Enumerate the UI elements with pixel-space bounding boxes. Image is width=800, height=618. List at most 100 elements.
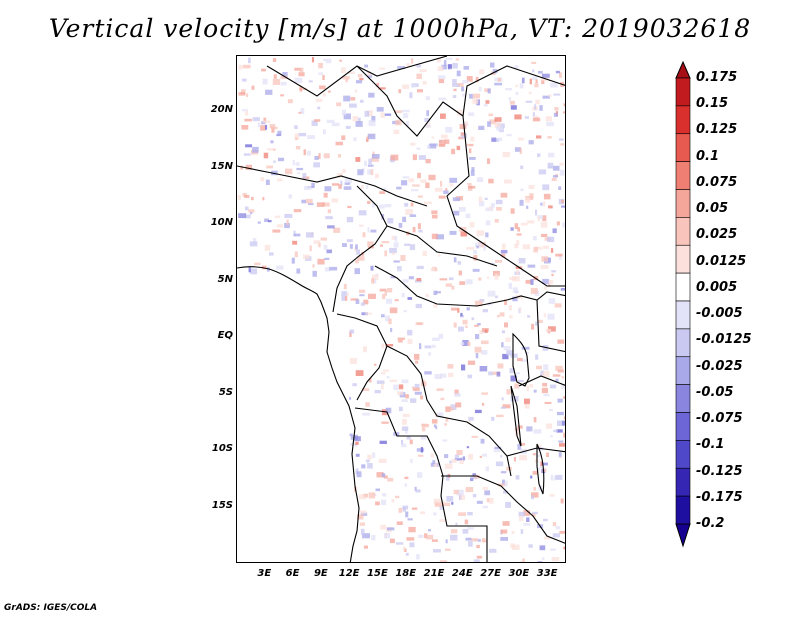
field-cell [445, 406, 451, 412]
field-cell [440, 113, 446, 119]
field-cell [496, 414, 504, 418]
field-cell [402, 176, 410, 179]
field-cell [317, 258, 325, 265]
field-cell [397, 66, 406, 69]
field-cell [416, 89, 423, 93]
colorbar-segment [675, 384, 691, 413]
field-cell [425, 534, 434, 540]
colorbar-level-label: 0.175 [696, 70, 738, 85]
field-cell [391, 499, 395, 503]
field-cell [360, 302, 365, 306]
field-cell [517, 357, 523, 362]
field-cell [458, 326, 464, 332]
field-cell [477, 323, 481, 326]
field-cell [479, 330, 484, 335]
field-cell [447, 364, 454, 369]
field-cell [374, 279, 377, 284]
field-cell [341, 295, 346, 301]
field-cell [509, 315, 513, 319]
field-cell [365, 185, 369, 189]
field-cell [542, 468, 546, 473]
field-cell [378, 204, 385, 209]
field-cell [362, 232, 366, 238]
field-cell [341, 109, 346, 116]
field-cell [366, 136, 369, 142]
field-cell [284, 222, 290, 229]
colorbar-level-label: -0.1 [696, 437, 725, 453]
field-cell [305, 198, 313, 204]
field-cell [244, 206, 249, 211]
field-cell [537, 153, 541, 158]
field-cell [533, 417, 537, 423]
colorbar-level-label: -0.175 [696, 489, 743, 505]
field-cell [523, 523, 531, 526]
colorbar-segment [675, 217, 691, 246]
field-cell [466, 143, 474, 147]
field-cell [548, 298, 556, 304]
coastline-and-borders [237, 56, 565, 562]
field-cell [452, 95, 457, 98]
field-cell [288, 194, 292, 199]
field-cell [266, 165, 273, 169]
field-cell [238, 92, 246, 96]
field-cell [473, 250, 477, 255]
field-cell [542, 245, 549, 249]
field-cell [436, 58, 441, 63]
field-cell [532, 117, 541, 122]
field-cell [264, 218, 269, 222]
field-cell [460, 231, 468, 237]
field-cell [357, 256, 365, 261]
field-cell [301, 199, 306, 204]
field-cell [467, 360, 476, 365]
field-cell [540, 233, 548, 238]
field-cell [552, 175, 558, 178]
field-cell [367, 200, 371, 204]
field-cell [349, 244, 353, 249]
field-cell [359, 224, 364, 227]
field-cell [529, 78, 532, 85]
field-cell [547, 313, 555, 320]
field-cell [455, 402, 462, 408]
field-cell [450, 407, 454, 411]
field-cell [444, 423, 447, 426]
field-cell [437, 66, 444, 71]
field-cell [324, 186, 332, 192]
field-cell [497, 314, 500, 318]
field-cell [559, 169, 565, 176]
field-cell [537, 215, 544, 220]
field-cell [535, 209, 538, 216]
field-cell [519, 455, 527, 461]
lat-tick-label: 5N [217, 273, 233, 285]
field-cell [495, 260, 503, 263]
field-cell [385, 204, 392, 208]
colorbar-segment [675, 133, 691, 162]
field-cell [539, 105, 543, 111]
field-cell [495, 461, 504, 467]
field-cell [408, 178, 414, 183]
field-cell [367, 164, 374, 167]
field-cell [401, 399, 408, 403]
field-cell [518, 511, 526, 517]
field-cell [472, 93, 481, 99]
field-cell [243, 153, 251, 156]
field-cell [438, 333, 444, 339]
field-cell [374, 390, 381, 394]
field-cell [397, 337, 405, 340]
field-cell [469, 157, 476, 160]
field-cell [362, 412, 370, 416]
field-cell [418, 155, 426, 160]
field-cell [476, 177, 484, 182]
field-cell [555, 70, 560, 74]
field-cell [456, 145, 461, 151]
field-cell [518, 308, 521, 314]
field-cell [385, 407, 392, 414]
field-cell [415, 303, 422, 309]
field-cell [474, 346, 482, 353]
field-cell [467, 341, 471, 346]
field-cell [401, 426, 409, 431]
field-cell [277, 178, 283, 182]
field-cell [539, 464, 544, 469]
field-cell [267, 148, 275, 151]
field-cell [382, 493, 387, 497]
field-cell [381, 241, 390, 244]
